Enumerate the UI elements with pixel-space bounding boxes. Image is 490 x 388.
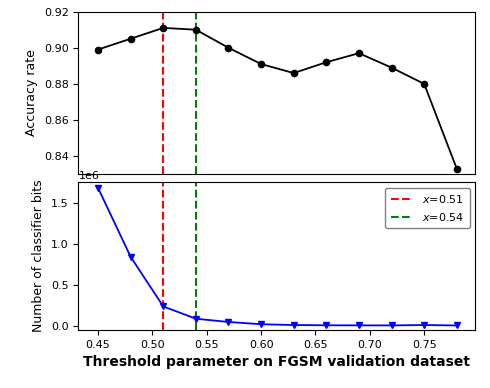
Text: 1e6: 1e6 bbox=[78, 170, 99, 180]
Y-axis label: Number of classifier bits: Number of classifier bits bbox=[32, 180, 46, 332]
Legend: $x$=0.51, $x$=0.54: $x$=0.51, $x$=0.54 bbox=[385, 187, 470, 228]
X-axis label: Threshold parameter on FGSM validation dataset: Threshold parameter on FGSM validation d… bbox=[83, 355, 470, 369]
Y-axis label: Accuracy rate: Accuracy rate bbox=[25, 50, 38, 136]
